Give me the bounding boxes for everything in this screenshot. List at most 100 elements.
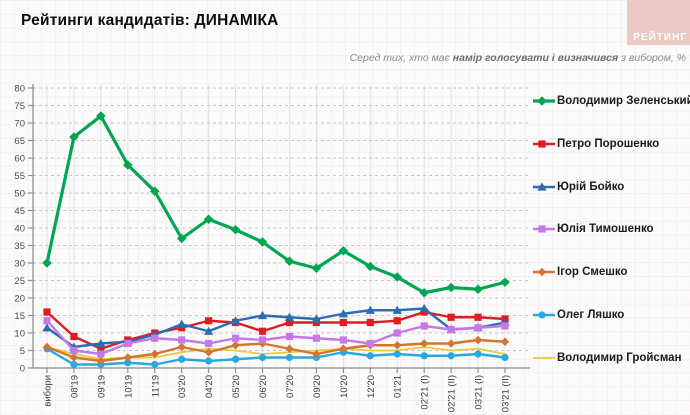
data-point: [150, 349, 159, 359]
data-point: [285, 344, 294, 353]
data-point: [446, 282, 456, 293]
data-point: [393, 350, 401, 358]
data-point: [366, 352, 374, 360]
data-point: [96, 356, 106, 366]
data-point: [177, 342, 186, 352]
x-tick-label: 08'19: [69, 375, 80, 398]
data-point: [230, 316, 241, 325]
x-tick-label: 03'21 (I): [474, 375, 485, 410]
x-tick-label: 05'20: [231, 375, 242, 398]
x-tick-label: 09'19: [96, 375, 107, 398]
data-point: [365, 305, 375, 314]
x-tick-label: 03'21 (II): [501, 375, 512, 412]
data-point: [258, 327, 267, 335]
data-point: [257, 237, 268, 247]
data-point: [393, 329, 401, 337]
data-point: [203, 214, 214, 225]
data-point: [365, 261, 376, 272]
y-tick-label: 35: [14, 241, 25, 252]
data-point: [474, 324, 482, 332]
data-point: [500, 337, 510, 346]
data-point: [124, 339, 132, 348]
y-tick-label: 15: [14, 311, 25, 322]
y-tick-label: 80: [14, 84, 25, 95]
data-point: [420, 322, 428, 330]
data-point: [447, 325, 455, 334]
data-point: [123, 353, 133, 362]
page-title: Рейтинги кандидатів: ДИНАМІКА: [21, 12, 279, 29]
data-point: [258, 353, 267, 362]
data-point: [69, 132, 79, 142]
data-point: [204, 348, 213, 357]
series-Юлія Тимошенко: [43, 317, 509, 358]
data-point: [474, 313, 482, 321]
data-point: [339, 336, 347, 344]
data-point: [70, 346, 78, 355]
rating-group-logo: РЕЙТИНГ: [627, 0, 690, 45]
data-point: [97, 350, 105, 358]
data-point: [285, 353, 294, 362]
data-point: [176, 233, 187, 244]
x-tick-label: 06'20: [258, 375, 269, 398]
data-point: [205, 357, 213, 365]
x-tick-label: 01'21: [393, 375, 404, 398]
y-tick-label: 50: [14, 189, 25, 200]
data-point: [124, 359, 132, 367]
logo-wordmark: РЕЙТИНГ: [633, 32, 687, 43]
data-point: [230, 224, 241, 235]
data-point: [338, 245, 349, 256]
data-point: [177, 319, 187, 328]
x-tick-label: 11'19: [150, 375, 161, 397]
data-point: [204, 326, 214, 335]
data-point: [42, 342, 52, 352]
data-point: [392, 305, 402, 314]
data-point: [501, 322, 509, 330]
data-point: [70, 360, 78, 369]
data-point: [151, 334, 159, 342]
data-point: [419, 287, 429, 298]
y-tick-label: 5: [20, 346, 25, 357]
data-point: [473, 335, 483, 345]
data-point: [393, 317, 401, 325]
y-tick-label: 70: [14, 119, 25, 130]
data-point: [284, 256, 295, 267]
data-point: [474, 350, 482, 358]
x-tick-label: 10'19: [123, 375, 134, 398]
data-point: [205, 339, 213, 348]
y-tick-label: 30: [14, 259, 25, 270]
data-point: [446, 339, 456, 348]
data-point: [178, 355, 186, 363]
data-point: [338, 309, 348, 318]
x-tick-label: 07'20: [285, 375, 296, 398]
x-tick-label: 12'20: [366, 375, 377, 398]
subtitle-prefix: Серед тих, хто має: [349, 52, 453, 64]
data-point: [285, 318, 294, 327]
data-point: [419, 339, 429, 348]
x-tick-label: вибори: [43, 375, 54, 407]
chart-subtitle: Серед тих, хто має намір голосувати і ви…: [350, 52, 686, 64]
data-point: [69, 353, 79, 362]
x-tick-label: 04'20: [204, 375, 215, 398]
data-point: [96, 111, 106, 121]
y-tick-label: 45: [14, 206, 25, 217]
y-tick-label: 10: [14, 329, 25, 340]
data-point: [123, 160, 133, 170]
x-tick-label: 02'21 (I): [420, 375, 431, 410]
data-point: [42, 258, 52, 268]
data-point: [419, 303, 429, 313]
data-point: [312, 334, 321, 342]
series-Ігор Смешко: [42, 335, 510, 366]
data-point: [501, 353, 509, 362]
y-tick-label: 40: [14, 224, 25, 235]
data-point: [284, 312, 295, 321]
data-point: [42, 323, 52, 332]
data-point: [447, 313, 455, 321]
data-point: [312, 349, 321, 359]
data-point: [447, 352, 455, 360]
x-tick-label: 02'21 (II): [447, 375, 458, 412]
data-point: [500, 277, 510, 288]
data-point: [339, 344, 348, 353]
data-point: [231, 334, 240, 342]
y-tick-label: 25: [14, 276, 25, 287]
